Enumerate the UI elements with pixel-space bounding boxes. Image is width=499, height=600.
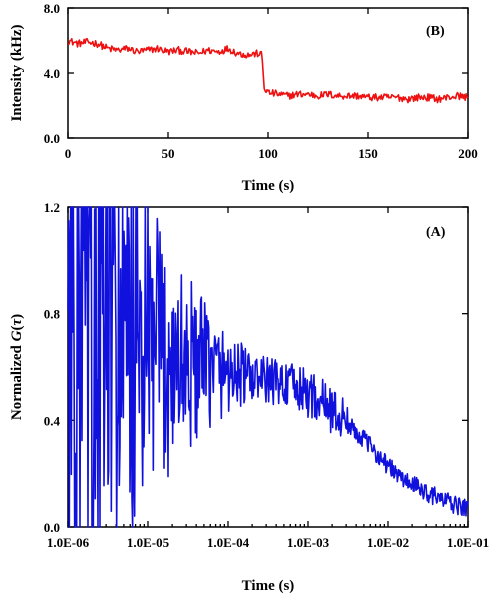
panel-b-y-tick-label: 4.0: [44, 66, 60, 81]
panel-b-ticks: 0 50 100 150 200 0.0 4.0 8.0: [44, 1, 478, 161]
panel-a-x-tick-label: 1.0E-03: [287, 535, 330, 550]
panel-b-y-axis-title: Intensity (kHz): [9, 24, 25, 121]
panel-a-x-tick-label: 1.0E-01: [447, 535, 489, 550]
panel-a-series-group: [67, 206, 469, 528]
panel-a-label: (A): [426, 225, 446, 240]
panel-a-y-tick-label: 1.2: [44, 200, 60, 215]
panel-a-x-tick-label: 1.0E-04: [207, 535, 250, 550]
panel-b-x-tick-label: 100: [258, 146, 278, 161]
panel-b-chart: 0 50 100 150 200 0.0 4.0 8.0 (B) Time (s) Inten…: [9, 1, 478, 194]
panel-a-x-axis-title: Time (s): [242, 578, 295, 594]
panel-b-x-axis-title: Time (s): [242, 178, 295, 194]
panel-a-y-axis-title-g: G: [9, 330, 25, 341]
panel-b-y-tick-label: 0.0: [44, 131, 60, 146]
panel-b-label: (B): [426, 24, 445, 39]
panel-b-plot-frame: [67, 7, 469, 139]
panel-a-x-tick-label: 1.0E-05: [127, 535, 170, 550]
panel-a-chart: 1.0E-06 1.0E-05 1.0E-04 1.0E-03 1.0E-02 1.0E-…: [9, 200, 489, 594]
panel-a-y-tick-label: 0.8: [44, 307, 61, 322]
panel-a-y-axis-title-tau: τ: [9, 318, 25, 326]
panel-a-y-tick-label: 0.0: [44, 520, 60, 535]
panel-a-y-tick-label: 0.4: [44, 413, 61, 428]
panel-b-x-tick-label: 0: [65, 146, 72, 161]
panel-b-x-tick-label: 50: [162, 146, 175, 161]
panel-a-y-axis-title-prefix: Normalized: [9, 341, 25, 420]
panel-a-y-axis-title-close: ): [9, 314, 25, 319]
panel-b-series-line: [67, 37, 469, 104]
panel-a-series-line: [67, 206, 469, 528]
panel-b-x-tick-label: 200: [458, 146, 478, 161]
panel-a-y-axis-title-open: (: [9, 326, 25, 331]
panel-b-y-tick-label: 8.0: [44, 1, 60, 16]
panel-a-plot-frame: [67, 206, 469, 528]
panel-a-x-tick-label: 1.0E-06: [47, 535, 90, 550]
panel-a-y-axis-title: Normalized G(τ): [9, 314, 25, 420]
panel-a-x-tick-label: 1.0E-02: [367, 535, 409, 550]
panel-b-x-tick-label: 150: [358, 146, 378, 161]
panel-b-series-group: [67, 37, 469, 104]
